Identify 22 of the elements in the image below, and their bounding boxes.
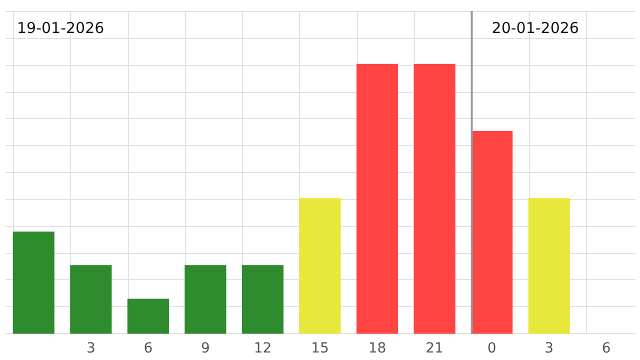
bar: [242, 265, 284, 334]
x-tick-label: 6: [602, 340, 611, 356]
x-tick-label: 6: [144, 340, 153, 356]
bar: [70, 265, 112, 334]
text: 19-01-2026: [17, 19, 104, 37]
bar: [127, 298, 169, 334]
bar: [414, 64, 456, 334]
bar: [471, 131, 513, 334]
bar: [356, 64, 398, 334]
x-tick-label: 21: [426, 340, 444, 356]
x-tick-label: 12: [254, 340, 272, 356]
x-tick-label: 3: [86, 340, 96, 356]
ref-line-label: 20-01-2026: [492, 19, 579, 37]
x-tick-label: 3: [544, 340, 554, 356]
bar: [184, 265, 226, 334]
x-tick-label: 15: [311, 340, 329, 356]
x-tick-label: 18: [368, 340, 386, 356]
bar: [528, 198, 570, 334]
bar: [12, 232, 54, 334]
bar: [299, 198, 341, 334]
x-tick-label: 9: [200, 340, 210, 356]
x-tick-label: 0: [487, 340, 496, 356]
